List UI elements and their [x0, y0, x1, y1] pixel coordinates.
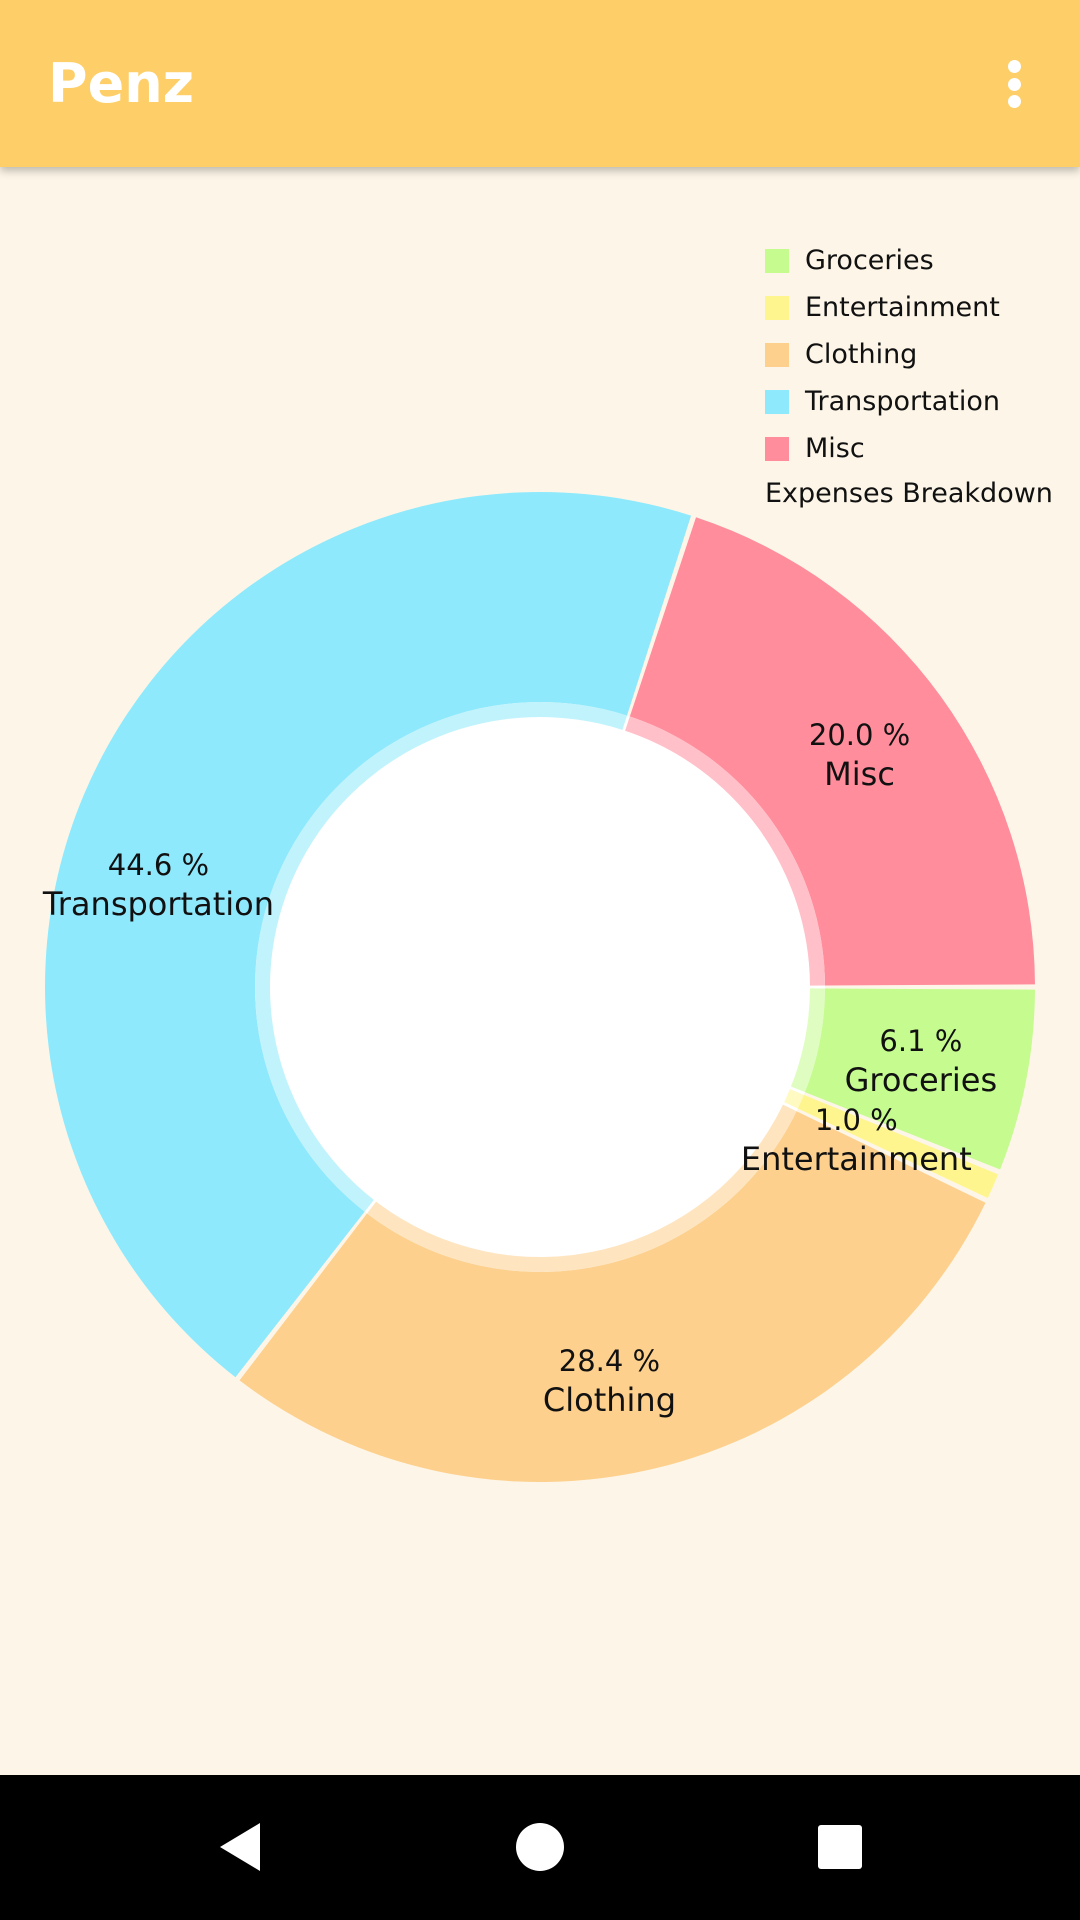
menu-dot — [1007, 95, 1021, 108]
legend-label: Groceries — [805, 245, 934, 276]
slice-value-label: 6.1 % — [879, 1024, 962, 1058]
legend-label: Transportation — [805, 386, 1000, 417]
legend-item-groceries: Groceries — [765, 237, 1053, 284]
legend-label: Entertainment — [805, 292, 1000, 323]
slice-category-label: Transportation — [42, 885, 274, 923]
legend-item-misc: Misc — [765, 425, 1053, 472]
legend-item-entertainment: Entertainment — [765, 284, 1053, 331]
legend-label: Clothing — [805, 339, 918, 370]
slice-category-label: Entertainment — [741, 1140, 972, 1178]
pie-slice-inner-band — [784, 1089, 804, 1109]
slice-value-label: 28.4 % — [559, 1344, 660, 1378]
slice-category-label: Clothing — [543, 1381, 676, 1419]
pie-slice-inner-band — [790, 988, 825, 1093]
legend-item-clothing: Clothing — [765, 331, 1053, 378]
slice-category-label: Misc — [824, 755, 895, 793]
system-nav-bar — [0, 1775, 1080, 1920]
slice-value-label: 1.0 % — [815, 1103, 898, 1137]
recents-icon[interactable] — [780, 1775, 900, 1920]
legend-swatch — [765, 342, 789, 367]
pie-slice-transportation[interactable] — [44, 491, 692, 1378]
pie-slice-misc[interactable] — [629, 517, 1035, 986]
slice-category-label: Groceries — [845, 1061, 998, 1099]
chart-legend: Groceries Entertainment Clothing Transporta… — [765, 237, 1053, 509]
legend-item-transportation: Transportation — [765, 378, 1053, 425]
menu-dot — [1007, 60, 1021, 73]
legend-swatch — [765, 248, 789, 273]
donut-hole — [255, 702, 825, 1272]
legend-swatch — [765, 295, 789, 320]
back-icon[interactable] — [180, 1775, 300, 1920]
pie-slice-entertainment[interactable] — [797, 1094, 999, 1199]
pie-slice-groceries[interactable] — [804, 988, 1035, 1170]
pie-slice-clothing[interactable] — [239, 1111, 986, 1483]
home-icon[interactable] — [480, 1775, 600, 1920]
menu-dot — [1007, 77, 1021, 91]
chart-area: 6.1 % Groceries 1.0 % Entertainment 28.4 % Cl… — [0, 167, 1080, 1775]
chart-description: Expenses Breakdown — [765, 478, 1053, 509]
app-title: Penz — [48, 52, 195, 115]
slice-value-label: 44.6 % — [108, 848, 209, 882]
legend-swatch — [765, 389, 789, 414]
app-bar: Penz — [0, 0, 1080, 167]
slice-value-label: 20.0 % — [809, 718, 910, 752]
pie-slice-inner-band — [625, 716, 825, 986]
more-vert-icon[interactable] — [992, 52, 1036, 116]
legend-swatch — [765, 436, 789, 461]
legend-label: Misc — [805, 433, 865, 464]
